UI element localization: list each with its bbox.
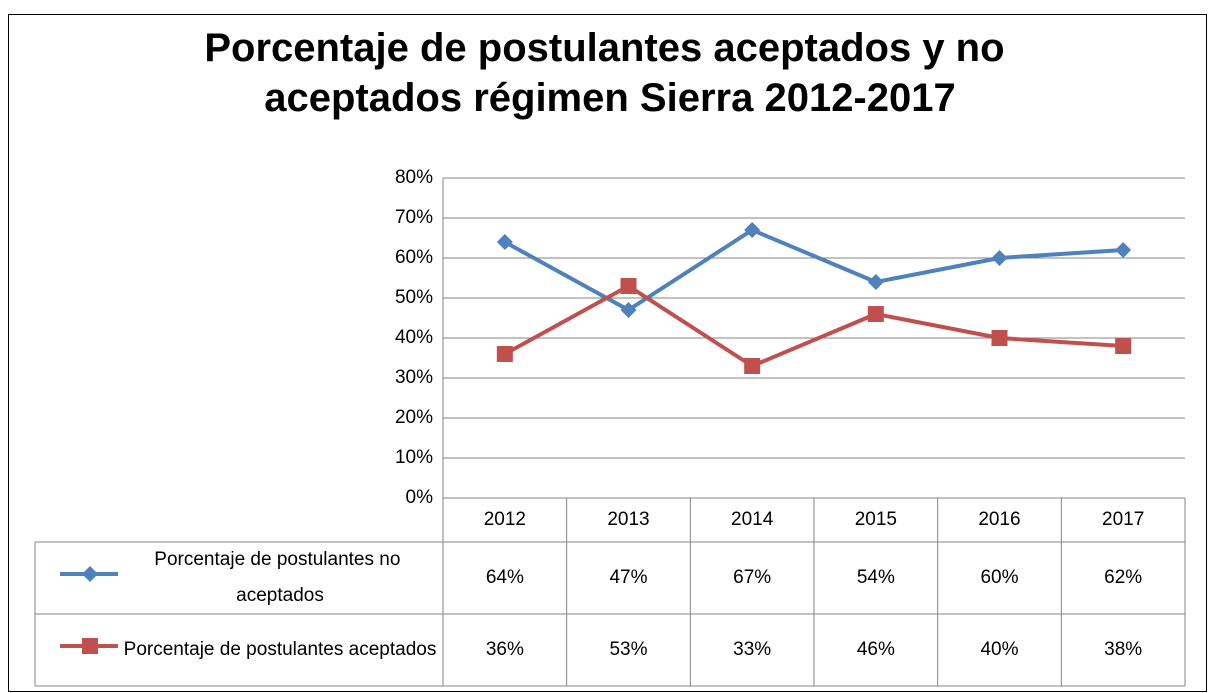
- legend-label: Porcentaje de postulantes no aceptados: [154, 549, 405, 606]
- marker: [867, 306, 884, 322]
- x-tick-label: 2016: [978, 509, 1020, 530]
- data-label: 36%: [486, 639, 524, 660]
- x-tick-label: 2017: [1102, 509, 1144, 530]
- data-label: 40%: [980, 639, 1018, 660]
- marker: [744, 358, 761, 374]
- data-label: 47%: [609, 567, 647, 588]
- series-line: [503, 284, 1124, 368]
- data-label: 64%: [486, 567, 524, 588]
- data-label: 67%: [733, 567, 771, 588]
- y-tick-label: 20%: [395, 407, 433, 428]
- data-label: 46%: [857, 639, 895, 660]
- marker: [1115, 242, 1132, 258]
- marker: [496, 234, 513, 250]
- legend-marker: [82, 566, 98, 582]
- x-tick-label: 2012: [484, 509, 526, 530]
- y-tick-label: 80%: [395, 167, 433, 188]
- data-label: 38%: [1104, 639, 1142, 660]
- y-tick-label: 70%: [395, 207, 433, 228]
- y-tick-label: 0%: [406, 487, 434, 508]
- marker: [620, 302, 637, 318]
- data-label: 60%: [980, 567, 1018, 588]
- chart-frame: [8, 14, 1207, 692]
- legend-label: Porcentaje de postulantes aceptados: [124, 639, 437, 660]
- x-tick-label: 2013: [607, 509, 649, 530]
- x-tick-label: 2015: [855, 509, 897, 530]
- data-label: 33%: [733, 639, 771, 660]
- data-label: 53%: [609, 639, 647, 660]
- marker: [496, 346, 513, 362]
- marker: [867, 274, 884, 290]
- y-tick-label: 60%: [395, 247, 433, 268]
- y-tick-label: 30%: [395, 367, 433, 388]
- marker: [1115, 338, 1132, 354]
- marker: [991, 330, 1008, 346]
- data-label: 62%: [1104, 567, 1142, 588]
- marker: [991, 250, 1008, 266]
- y-tick-label: 10%: [395, 447, 433, 468]
- y-tick-label: 40%: [395, 327, 433, 348]
- x-tick-label: 2014: [731, 509, 774, 530]
- data-label: 54%: [857, 567, 895, 588]
- marker: [620, 278, 637, 294]
- y-tick-label: 50%: [395, 287, 433, 308]
- marker: [744, 222, 761, 238]
- legend-marker: [82, 638, 98, 654]
- chart-title: Porcentaje de postulantes aceptados y no…: [204, 26, 1015, 120]
